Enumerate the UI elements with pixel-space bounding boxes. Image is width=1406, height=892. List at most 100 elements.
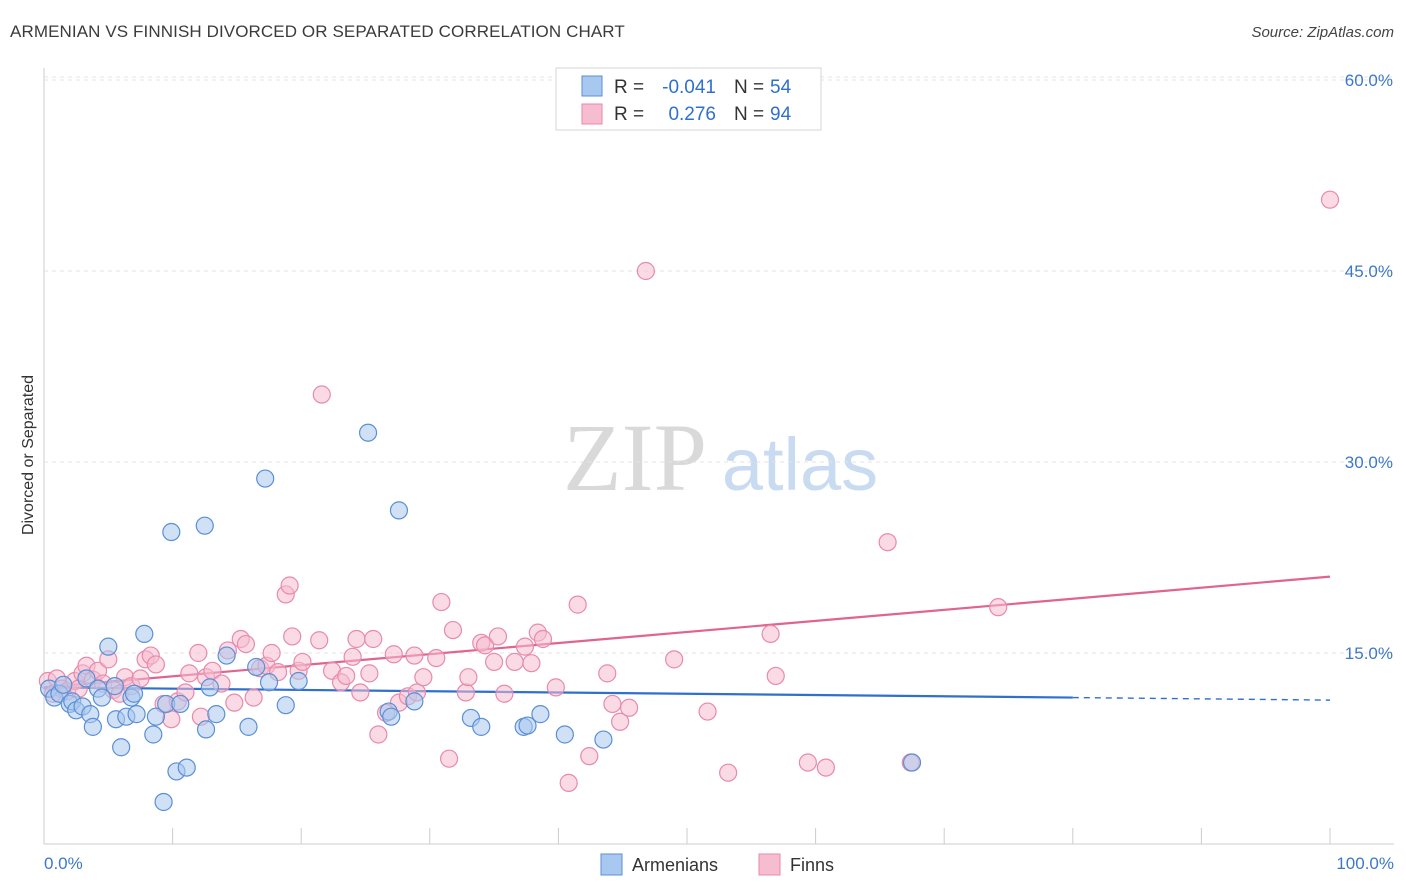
armenians-data-point <box>154 792 173 812</box>
finns-data-point <box>1320 190 1340 209</box>
armenians-data-point <box>112 738 131 757</box>
finns-data-point <box>384 645 403 664</box>
chart-title: ARMENIAN VS FINNISH DIVORCED OR SEPARATE… <box>10 22 625 41</box>
armenians-data-point <box>276 696 295 715</box>
y-tick-label: 30.0% <box>1345 453 1393 472</box>
armenians-data-point <box>289 671 308 691</box>
source-credit: Source: ZipAtlas.com <box>1251 24 1394 41</box>
finns-data-point <box>293 652 312 672</box>
armenians-data-point <box>127 705 146 724</box>
finns-data-point <box>568 595 587 614</box>
legend-armenians-swatch <box>581 75 603 97</box>
armenians-data-point <box>239 717 258 736</box>
finns-data-point <box>636 261 655 281</box>
legend-top: R = -0.041 N = 54 R = 0.276 N = 94 <box>555 67 822 131</box>
armenians-data-point <box>358 423 378 442</box>
finns-data-point <box>262 643 281 663</box>
legend-armenians-r-label: R = <box>614 77 644 98</box>
finns-data-point <box>522 654 541 673</box>
finns-data-point <box>878 533 897 552</box>
finns-data-point <box>189 643 208 663</box>
finns-data-point <box>364 629 383 649</box>
finns-data-point <box>236 634 256 654</box>
legend-finns-r-label: R = <box>614 104 644 125</box>
armenians-data-point <box>594 730 613 749</box>
armenians-data-point <box>472 717 491 736</box>
armenians-data-point <box>902 753 922 772</box>
finns-data-point <box>351 683 370 702</box>
legend-finns-swatch <box>581 103 603 125</box>
finns-data-point <box>360 664 379 683</box>
finns-data-point <box>559 773 578 792</box>
finns-data-point <box>456 683 475 702</box>
finns-data-point <box>432 592 451 612</box>
finns-data-point <box>162 710 181 729</box>
armenians-data-point <box>144 725 163 744</box>
legend-armenians-n-value: 54 <box>770 77 792 98</box>
finns-data-point <box>515 637 535 656</box>
finns-data-point <box>665 650 684 669</box>
armenians-data-point <box>382 707 401 726</box>
watermark-atlas: atlas <box>722 423 878 506</box>
finns-data-point <box>405 646 424 665</box>
legend-finns-n-label: N = <box>734 104 764 125</box>
armenians-data-point <box>177 758 196 777</box>
legend-finns-n-value: 94 <box>770 104 792 125</box>
armenians-data-point <box>162 522 181 542</box>
finns-data-point <box>439 749 459 768</box>
armenians-data-point <box>256 469 275 488</box>
finns-data-point <box>443 620 463 640</box>
finns-data-point <box>719 763 738 782</box>
finns-data-point <box>343 647 362 666</box>
armenians-data-point <box>518 716 537 735</box>
legend-bottom: Armenians Finns <box>600 853 834 876</box>
armenians-data-point <box>99 637 118 656</box>
armenians-data-point <box>259 673 279 692</box>
finns-data-point <box>459 668 478 687</box>
armenians-data-point <box>207 705 226 724</box>
finns-data-point <box>766 666 785 686</box>
armenians-data-point <box>389 501 409 520</box>
armenians-data-point <box>77 669 96 688</box>
armenians-data-point <box>54 675 73 694</box>
finns-data-point <box>280 576 299 595</box>
finns-data-point <box>427 648 446 668</box>
finns-data-point <box>698 702 717 721</box>
y-axis-label: Divorced or Separated <box>20 375 37 535</box>
legend-bottom-finns-label: Finns <box>790 855 834 875</box>
finns-data-point <box>611 712 630 731</box>
finns-data-point <box>369 725 388 744</box>
watermark-zip: ZIP <box>563 404 707 511</box>
finns-data-point <box>414 668 433 687</box>
finns-data-point <box>620 698 639 717</box>
legend-armenians-r-value: -0.041 <box>662 77 716 98</box>
finns-data-point <box>798 753 817 772</box>
armenians-data-point <box>171 694 190 714</box>
armenians-data-point <box>146 707 165 726</box>
armenians-data-point <box>83 717 102 736</box>
finns-data-point <box>337 666 356 686</box>
legend-bottom-armenians-label: Armenians <box>632 855 718 875</box>
legend-bottom-finns-swatch <box>758 853 781 876</box>
finns-data-point <box>310 631 329 650</box>
finns-data-point <box>598 664 617 683</box>
armenians-data-point <box>531 705 550 724</box>
finns-data-point <box>761 624 780 644</box>
armenians-data-point <box>405 692 424 711</box>
armenians-data-point <box>217 646 236 665</box>
x-tick-label-min: 0.0% <box>44 854 83 873</box>
finns-data-point <box>533 629 553 649</box>
finns-data-point <box>283 627 302 646</box>
finns-data-point <box>485 652 504 672</box>
armenians-data-point <box>200 678 219 697</box>
y-tick-label: 15.0% <box>1345 644 1393 663</box>
armenians-data-point <box>105 677 124 696</box>
armenians-data-point <box>196 720 216 739</box>
finns-data-point <box>546 678 565 697</box>
finns-data-point <box>495 684 514 703</box>
legend-finns-r-value: 0.276 <box>668 104 716 125</box>
finns-data-point <box>225 693 244 712</box>
finns-data-point <box>505 652 524 672</box>
legend-bottom-armenians-swatch <box>600 853 623 876</box>
